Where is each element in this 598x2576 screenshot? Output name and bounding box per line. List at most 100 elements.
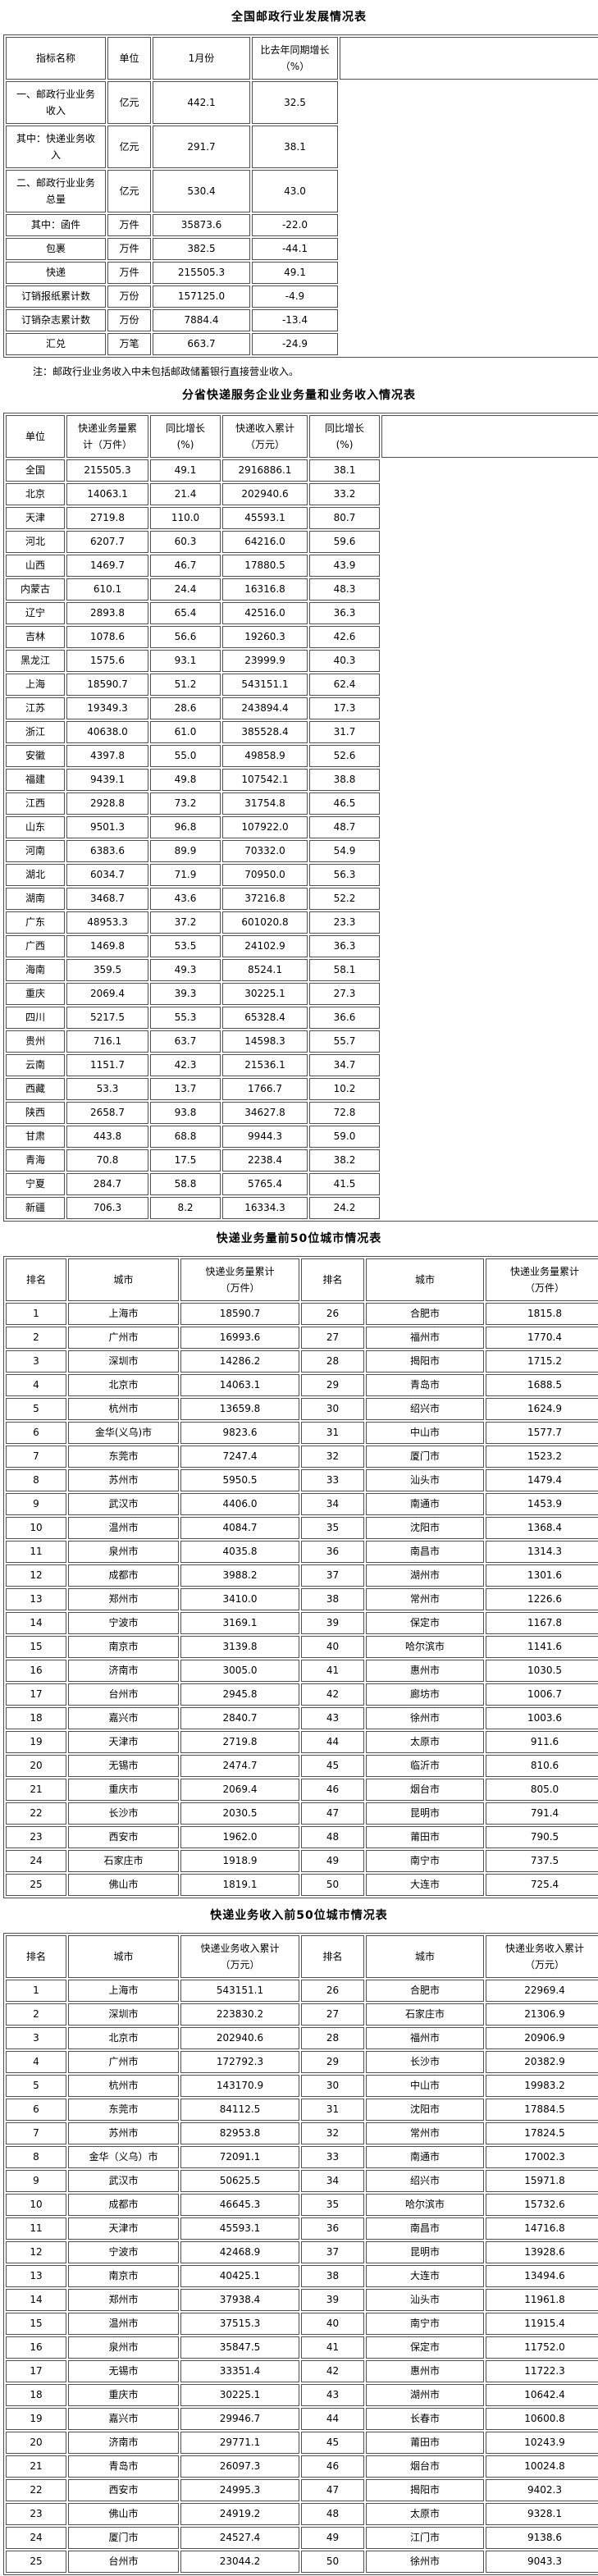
- table-cell: 72.8: [309, 1102, 380, 1124]
- table-cell: 湖北: [6, 864, 65, 886]
- table-cell: 46: [301, 2455, 364, 2478]
- table-cell: 1453.9: [486, 1493, 598, 1515]
- volume-city-table-title: 快递业务量前50位城市情况表: [216, 1232, 382, 1245]
- table-cell: 徐州市: [366, 1707, 484, 1729]
- table-row: 14 宁波市 3169.1 39 保定市 1167.8: [6, 1612, 598, 1634]
- table-cell: 2238.4: [222, 1149, 308, 1172]
- table-cell: 45: [301, 1755, 364, 1777]
- table-row: 山西 1469.7 46.7 17880.5 43.9: [6, 555, 598, 577]
- table-cell: 6034.7: [66, 864, 148, 886]
- national-postal-table: 指标名称 单位 1月份 比去年同期增长（%） 一、邮政行业业务 收入 亿元 442.1 32…: [3, 34, 598, 358]
- table-cell: 1226.6: [486, 1588, 598, 1610]
- table-cell: 24995.3: [180, 2479, 299, 2501]
- table-cell: 1819.1: [180, 1874, 299, 1896]
- table-cell: 14286.2: [180, 1350, 299, 1372]
- table-cell: 21: [6, 1779, 66, 1801]
- table-cell: 厦门市: [68, 2527, 179, 2549]
- table-cell: 30225.1: [222, 983, 308, 1005]
- table-cell: 15971.8: [486, 2170, 598, 2192]
- table-cell: 重庆市: [68, 1779, 179, 1801]
- table-cell: 9439.1: [66, 769, 148, 791]
- table-cell: 温州市: [68, 1517, 179, 1539]
- table-cell: 南通市: [366, 2146, 484, 2168]
- table-cell: 1368.4: [486, 1517, 598, 1539]
- table-cell: 杭州市: [68, 1398, 179, 1420]
- table-row: 河南 6383.6 89.9 70332.0 54.9: [6, 840, 598, 862]
- table-cell: 16: [6, 1660, 66, 1682]
- table-cell: 沈阳市: [366, 2099, 484, 2121]
- province-section: 分省快递服务企业业务量和业务收入情况表 单位 快递业务量累 计（万件） 同比增长 (…: [0, 386, 598, 1222]
- table-cell: -22.0: [252, 214, 338, 236]
- table-cell: 揭阳市: [366, 1350, 484, 1372]
- table-cell: 苏州市: [68, 2122, 179, 2144]
- table-row: 订销报纸累计数 万份 157125.0 -4.9: [6, 285, 598, 308]
- table-cell: 68.8: [150, 1126, 221, 1148]
- table-cell: 万份: [107, 309, 151, 331]
- table-cell: 其中：函件: [6, 214, 106, 236]
- table-cell: 福州市: [366, 2027, 484, 2049]
- table-cell: 35847.5: [180, 2336, 299, 2359]
- table-cell: 202940.6: [180, 2027, 299, 2049]
- table-cell: 长沙市: [366, 2051, 484, 2073]
- table-cell: 9043.3: [486, 2551, 598, 2573]
- table-cell: 太原市: [366, 1731, 484, 1753]
- table-cell: 17884.5: [486, 2099, 598, 2121]
- table-cell: 泉州市: [68, 1541, 179, 1563]
- table-cell: 嘉兴市: [68, 2408, 179, 2430]
- table-cell: 110.0: [150, 507, 221, 529]
- table-cell: 601020.8: [222, 911, 308, 934]
- table-cell: 10.2: [309, 1078, 380, 1100]
- table-cell: 13928.6: [486, 2241, 598, 2263]
- table-row: 20 无锡市 2474.7 45 临沂市 810.6: [6, 1755, 598, 1777]
- table-cell: 11: [6, 1541, 66, 1563]
- table-cell: 上海市: [68, 1303, 179, 1325]
- table-cell: 苏州市: [68, 1469, 179, 1491]
- table-row: 18 重庆市 30225.1 43 湖州市 10642.4: [6, 2384, 598, 2406]
- table-cell: 34.7: [309, 1054, 380, 1076]
- table-row: 4 广州市 172792.3 29 长沙市 20382.9: [6, 2051, 598, 2073]
- table-cell: 12: [6, 2241, 66, 2263]
- national-table-title: 全国邮政行业发展情况表: [231, 11, 367, 24]
- table-cell: 663.7: [153, 333, 250, 355]
- table-cell: 江苏: [6, 697, 65, 719]
- column-header: 城市: [366, 1258, 484, 1301]
- table-cell: 青海: [6, 1149, 65, 1172]
- table-cell: 江西: [6, 792, 65, 815]
- table-cell: 43.0: [252, 170, 338, 212]
- table-cell: 西安市: [68, 1826, 179, 1848]
- table-cell: 44: [301, 2408, 364, 2430]
- table-cell: 157125.0: [153, 285, 250, 308]
- table-row: 安徽 4397.8 55.0 49858.9 52.6: [6, 745, 598, 767]
- table-cell: 80.7: [309, 507, 380, 529]
- header-row: 排名 城市 快递业务收入累计 （万元） 排名 城市 快递业务收入累计 （万元）: [6, 1935, 598, 1978]
- table-cell: 30225.1: [180, 2384, 299, 2406]
- table-cell: 徐州市: [366, 2551, 484, 2573]
- table-cell: 东莞市: [68, 2099, 179, 2121]
- table-cell: 深圳市: [68, 2003, 179, 2026]
- table-cell: 天津: [6, 507, 65, 529]
- table-cell: 17: [6, 1683, 66, 1706]
- table-cell: 17.3: [309, 697, 380, 719]
- table-cell: 无锡市: [68, 1755, 179, 1777]
- table-cell: 2840.7: [180, 1707, 299, 1729]
- table-cell: 23: [6, 1826, 66, 1848]
- revenue-city-table-title: 快递业务收入前50位城市情况表: [210, 1909, 388, 1922]
- table-cell: 382.5: [153, 238, 250, 260]
- table-row: 2 广州市 16993.6 27 福州市 1770.4: [6, 1327, 598, 1349]
- table-cell: 绍兴市: [366, 2170, 484, 2192]
- column-header: 快递业务收入累计 （万元）: [486, 1935, 598, 1978]
- table-cell: 一、邮政行业业务 收入: [6, 81, 106, 124]
- column-header: 1月份: [153, 37, 250, 80]
- table-cell: 36: [301, 1541, 364, 1563]
- table-cell: 20906.9: [486, 2027, 598, 2049]
- table-row: 13 南京市 40425.1 38 大连市 13494.6: [6, 2265, 598, 2287]
- table-cell: 10642.4: [486, 2384, 598, 2406]
- table-row: 贵州 716.1 63.7 14598.3 55.7: [6, 1030, 598, 1053]
- column-header: 快递业务量累计 （万件）: [486, 1258, 598, 1301]
- table-cell: 30: [301, 2075, 364, 2097]
- table-cell: 70.8: [66, 1149, 148, 1172]
- table-cell: 45593.1: [222, 507, 308, 529]
- table-row: 9 武汉市 50625.5 34 绍兴市 15971.8: [6, 2170, 598, 2192]
- table-row: 14 郑州市 37938.4 39 汕头市 11961.8: [6, 2289, 598, 2311]
- table-cell: 11: [6, 2217, 66, 2240]
